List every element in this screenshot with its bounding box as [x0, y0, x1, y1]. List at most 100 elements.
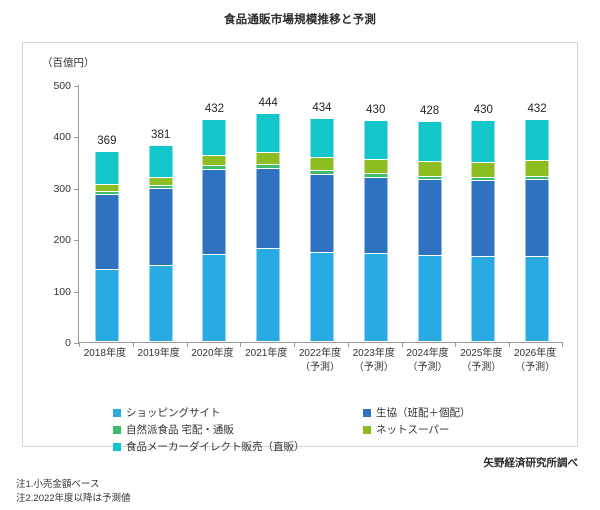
- bar-segment[interactable]: [524, 175, 550, 180]
- bar-segment[interactable]: [417, 179, 443, 256]
- x-axis-label-year: 2020年度: [191, 348, 234, 359]
- legend-item[interactable]: ショッピングサイト: [113, 404, 363, 421]
- x-axis-label-year: 2018年度: [83, 348, 126, 359]
- bar-segment[interactable]: [470, 256, 496, 341]
- stacked-bar[interactable]: 432: [524, 103, 550, 341]
- bar-segment[interactable]: [148, 265, 174, 341]
- y-axis-tick-label: 100: [53, 285, 71, 298]
- x-axis-labels: 2018年度 2019年度 2020年度 2021年度 2022年度 （予測） 2023年度…: [78, 347, 562, 387]
- bar-segment[interactable]: [309, 173, 335, 252]
- stacked-bar[interactable]: 444: [255, 97, 281, 341]
- bar-segment[interactable]: [201, 253, 227, 341]
- bar-segment[interactable]: [148, 185, 174, 189]
- bar-segment[interactable]: [363, 120, 389, 160]
- bar-segment[interactable]: [201, 119, 227, 155]
- bar-segment[interactable]: [470, 176, 496, 181]
- x-axis-label-year: 2024年度: [406, 348, 449, 359]
- bar-segment[interactable]: [470, 161, 496, 177]
- x-axis-tick-mark: [132, 342, 134, 347]
- bar-total-label: 430: [473, 104, 493, 117]
- bar-segment[interactable]: [524, 160, 550, 176]
- stacked-bar[interactable]: 434: [309, 102, 335, 341]
- bar-segment[interactable]: [363, 159, 389, 173]
- legend-column-left: ショッピングサイト自然派食品 宅配・通販 食品メーカーダイレクト販売（直販）: [113, 404, 363, 455]
- x-axis-label-year: 2026年度: [513, 348, 557, 359]
- footnotes: 注1.小売金額ベース 注2.2022年度以降は予測値: [16, 478, 131, 506]
- bar-total-label: 432: [204, 103, 225, 115]
- stacked-bar[interactable]: 369: [94, 135, 120, 341]
- bar-segment[interactable]: [94, 151, 120, 184]
- bar-segment[interactable]: [363, 172, 389, 177]
- bar-segment[interactable]: [524, 119, 550, 161]
- bar-segment[interactable]: [148, 188, 174, 266]
- bar-segment[interactable]: [201, 165, 227, 169]
- legend-item[interactable]: 生協（班配＋個配）: [363, 404, 553, 421]
- bar-segment[interactable]: [363, 253, 389, 341]
- y-axis-tick-label: 300: [53, 182, 71, 195]
- x-axis-label-forecast: （予測）: [353, 361, 394, 373]
- bar-segment[interactable]: [470, 120, 496, 162]
- bar-segment[interactable]: [309, 251, 335, 341]
- bar-segment[interactable]: [94, 190, 120, 195]
- bar-segment[interactable]: [255, 112, 281, 152]
- source-credit: 矢野経済研究所調べ: [483, 457, 579, 469]
- bar-segment[interactable]: [524, 256, 550, 341]
- bar-segment[interactable]: [255, 248, 281, 341]
- bar-slot: 428: [403, 85, 457, 341]
- x-axis-tick-mark: [294, 342, 296, 347]
- bar-segment[interactable]: [255, 164, 281, 168]
- bar-segment[interactable]: [363, 176, 389, 254]
- x-axis-tick-mark: [347, 342, 349, 347]
- x-axis-label: 2024年度 （予測）: [401, 347, 455, 374]
- legend-swatch-icon: [113, 425, 121, 434]
- stacked-bar[interactable]: 428: [417, 105, 443, 341]
- x-axis-label-forecast: （予測）: [515, 361, 556, 373]
- legend-item-label: ショッピングサイト: [126, 407, 221, 419]
- stacked-bar[interactable]: 430: [470, 104, 496, 341]
- stacked-bar[interactable]: 381: [148, 129, 174, 341]
- y-axis-tick-mark: [74, 343, 79, 344]
- bar-segment[interactable]: [417, 161, 443, 176]
- bar-segment[interactable]: [470, 180, 496, 257]
- bar-segment[interactable]: [94, 194, 120, 270]
- bar-slot: 432: [188, 85, 242, 341]
- bar-segment[interactable]: [309, 117, 335, 158]
- x-axis-label: 2023年度 （予測）: [347, 347, 401, 374]
- bar-segment[interactable]: [417, 255, 443, 341]
- bar-segment[interactable]: [201, 154, 227, 166]
- bar-segment[interactable]: [94, 269, 120, 341]
- legend-item-label: ネットスーパー: [376, 424, 450, 436]
- stacked-bar[interactable]: 430: [363, 104, 389, 341]
- x-axis-label: 2018年度: [78, 347, 132, 361]
- x-axis-label-year: 2025年度: [460, 348, 503, 359]
- x-axis-label: 2026年度 （予測）: [508, 347, 562, 374]
- bar-total-label: 430: [366, 104, 386, 116]
- bar-segment[interactable]: [94, 183, 120, 191]
- legend-item[interactable]: ネットスーパー: [363, 421, 553, 438]
- legend-item[interactable]: 食品メーカーダイレクト販売（直販）: [113, 438, 363, 455]
- bar-segment[interactable]: [309, 170, 335, 174]
- stacked-bar[interactable]: 432: [201, 103, 227, 341]
- x-axis-tick-mark: [455, 342, 457, 347]
- bar-segment[interactable]: [309, 157, 335, 171]
- bar-segment[interactable]: [524, 179, 550, 257]
- bar-slot: 432: [510, 85, 564, 341]
- x-axis-label-year: 2023年度: [352, 348, 395, 359]
- bar-segment[interactable]: [255, 167, 281, 249]
- bar-segment[interactable]: [417, 175, 443, 180]
- plot-area-wrapper: 369 381 432 444 434 430 428 430 432 0 100 200 300 40…: [40, 80, 564, 373]
- legend-item-label: 生協（班配＋個配）: [376, 407, 471, 419]
- plot-axes: 369 381 432 444 434 430 428 430 432 0 100 200 300 40…: [53, 80, 564, 349]
- bar-segment[interactable]: [201, 168, 227, 254]
- x-axis-label: 2020年度: [186, 347, 240, 361]
- bar-segment[interactable]: [255, 151, 281, 165]
- x-axis-label-year: 2021年度: [245, 348, 288, 359]
- bar-segment[interactable]: [148, 145, 174, 178]
- y-axis-unit-label: （百億円）: [42, 57, 95, 69]
- legend-item[interactable]: 自然派食品 宅配・通販: [113, 421, 363, 438]
- bar-segment[interactable]: [148, 177, 174, 186]
- x-axis-label: 2019年度: [132, 347, 186, 361]
- x-axis-tick-mark: [401, 342, 403, 347]
- y-axis-tick-label: 500: [53, 80, 71, 92]
- bar-segment[interactable]: [417, 121, 443, 162]
